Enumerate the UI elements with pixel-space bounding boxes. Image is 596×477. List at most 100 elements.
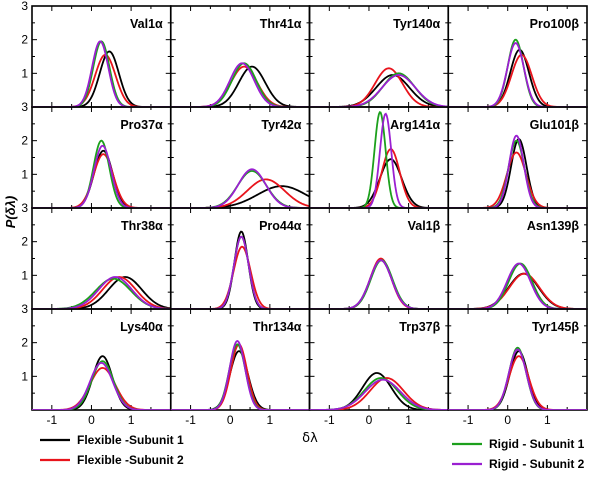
series-line-2	[170, 65, 310, 107]
panel-8: Glu101β	[447, 106, 588, 209]
series-line-2	[32, 367, 171, 410]
legend-item-3: Rigid - Subunit 1	[452, 437, 585, 451]
series-line-2	[170, 343, 310, 410]
panel-13: -1 0 1 1 2 3 Lys40α	[21, 302, 172, 427]
series-line-1	[32, 276, 171, 309]
panel-grid: 1 2 3 Val1α Thr41α Tyr140α Pro100β 1 2 3 Pro37α Tyr…	[21, 0, 588, 427]
panel-6: Tyr42α	[169, 106, 311, 209]
series-line-3	[309, 259, 449, 309]
series-line-1	[448, 48, 587, 107]
panel-7: Arg141α	[308, 106, 450, 209]
series-line-2	[170, 245, 310, 309]
series-line-3	[448, 346, 587, 410]
series-line-4	[309, 378, 449, 410]
series-line-1	[448, 272, 587, 309]
y-tick-label: 3	[21, 100, 28, 114]
x-tick-label: 1	[128, 413, 135, 427]
panel-4: Pro100β	[447, 5, 588, 108]
legend-label: Flexible -Subunit 1	[77, 433, 184, 447]
panel-title: Arg141α	[390, 118, 440, 132]
panel-title: Pro100β	[530, 17, 580, 31]
series-line-4	[448, 348, 587, 410]
panel-title: Lys40α	[120, 320, 163, 334]
y-axis-label: P(δλ)	[3, 196, 18, 229]
panel-16: -1 0 1 Tyr145β	[447, 308, 588, 427]
series-line-3	[32, 139, 171, 208]
y-tick-label: 2	[21, 336, 28, 350]
series-line-2	[32, 276, 171, 309]
series-line-3	[448, 38, 587, 107]
series-line-2	[448, 53, 587, 107]
x-tick-label: -1	[463, 413, 474, 427]
y-tick-label: 1	[21, 268, 28, 282]
y-tick-label: 3	[21, 302, 28, 316]
legend-item-4: Rigid - Subunit 2	[452, 457, 585, 471]
panel-2: Thr41α	[169, 5, 311, 108]
x-tick-label: 0	[504, 413, 511, 427]
legend-label: Rigid - Subunit 2	[489, 457, 585, 471]
series-line-3	[448, 262, 587, 309]
series-line-4	[309, 74, 449, 107]
x-tick-label: -1	[185, 413, 196, 427]
series-line-4	[448, 42, 587, 107]
series-line-1	[32, 149, 171, 208]
series-line-4	[32, 40, 171, 107]
panel-title: Trp37β	[399, 320, 440, 334]
panel-15: -1 0 1 Trp37β	[308, 308, 450, 427]
y-tick-label: 1	[21, 66, 28, 80]
y-tick-label: 1	[21, 167, 28, 181]
panel-title: Thr38α	[121, 219, 163, 233]
panel-title: Tyr42α	[261, 118, 301, 132]
panel-11: Val1β	[308, 207, 450, 310]
x-tick-label: 1	[544, 413, 551, 427]
panel-14: -1 0 1 Thr134α	[169, 308, 311, 427]
x-tick-label: 1	[405, 413, 412, 427]
y-tick-label: 2	[21, 33, 28, 47]
legend-item-2: Flexible -Subunit 2	[40, 453, 184, 467]
series-line-2	[309, 257, 449, 309]
panel-5: 1 2 3 Pro37α	[21, 100, 172, 209]
panel-title: Val1β	[408, 219, 441, 233]
panel-title: Pro37α	[120, 118, 163, 132]
x-tick-label: 0	[227, 413, 234, 427]
legend-item-1: Flexible -Subunit 1	[40, 433, 184, 447]
panel-12: Asn139β	[447, 207, 588, 310]
series-line-2	[309, 377, 449, 410]
series-line-2	[448, 151, 587, 208]
panel-9: 1 2 3 Thr38α	[21, 201, 172, 310]
panel-3: Tyr140α	[308, 5, 450, 108]
series-line-4	[170, 235, 310, 309]
series-line-4	[32, 144, 171, 208]
series-line-4	[309, 259, 449, 309]
x-tick-label: -1	[46, 413, 57, 427]
panel-1: 1 2 3 Val1α	[21, 0, 172, 108]
series-line-4	[170, 62, 310, 107]
series-line-1	[448, 350, 587, 410]
series-line-2	[32, 53, 171, 107]
series-line-2	[448, 272, 587, 309]
series-line-3	[448, 139, 587, 208]
series-line-3	[170, 62, 310, 107]
x-tick-label: 0	[88, 413, 95, 427]
legend-label: Flexible -Subunit 2	[77, 453, 184, 467]
panel-title: Thr41α	[260, 17, 302, 31]
x-tick-label: -1	[324, 413, 335, 427]
y-tick-label: 2	[21, 235, 28, 249]
y-tick-label: 3	[21, 0, 28, 13]
panel-10: Pro44α	[169, 207, 311, 310]
series-line-4	[448, 134, 587, 208]
panel-title: Tyr145β	[532, 320, 579, 334]
x-tick-label: 1	[267, 413, 274, 427]
series-line-4	[32, 361, 171, 410]
panel-title: Pro44α	[259, 219, 302, 233]
legend: Flexible -Subunit 1 Flexible -Subunit 2 Ri…	[40, 433, 585, 471]
series-line-4	[309, 112, 449, 208]
series-line-4	[170, 340, 310, 410]
panel-title: Asn139β	[527, 219, 579, 233]
x-tick-label: 0	[366, 413, 373, 427]
panel-title: Val1α	[130, 17, 163, 31]
panel-title: Glu101β	[530, 118, 580, 132]
y-tick-label: 3	[21, 201, 28, 215]
series-line-3	[309, 111, 449, 208]
panel-title: Thr134α	[253, 320, 302, 334]
